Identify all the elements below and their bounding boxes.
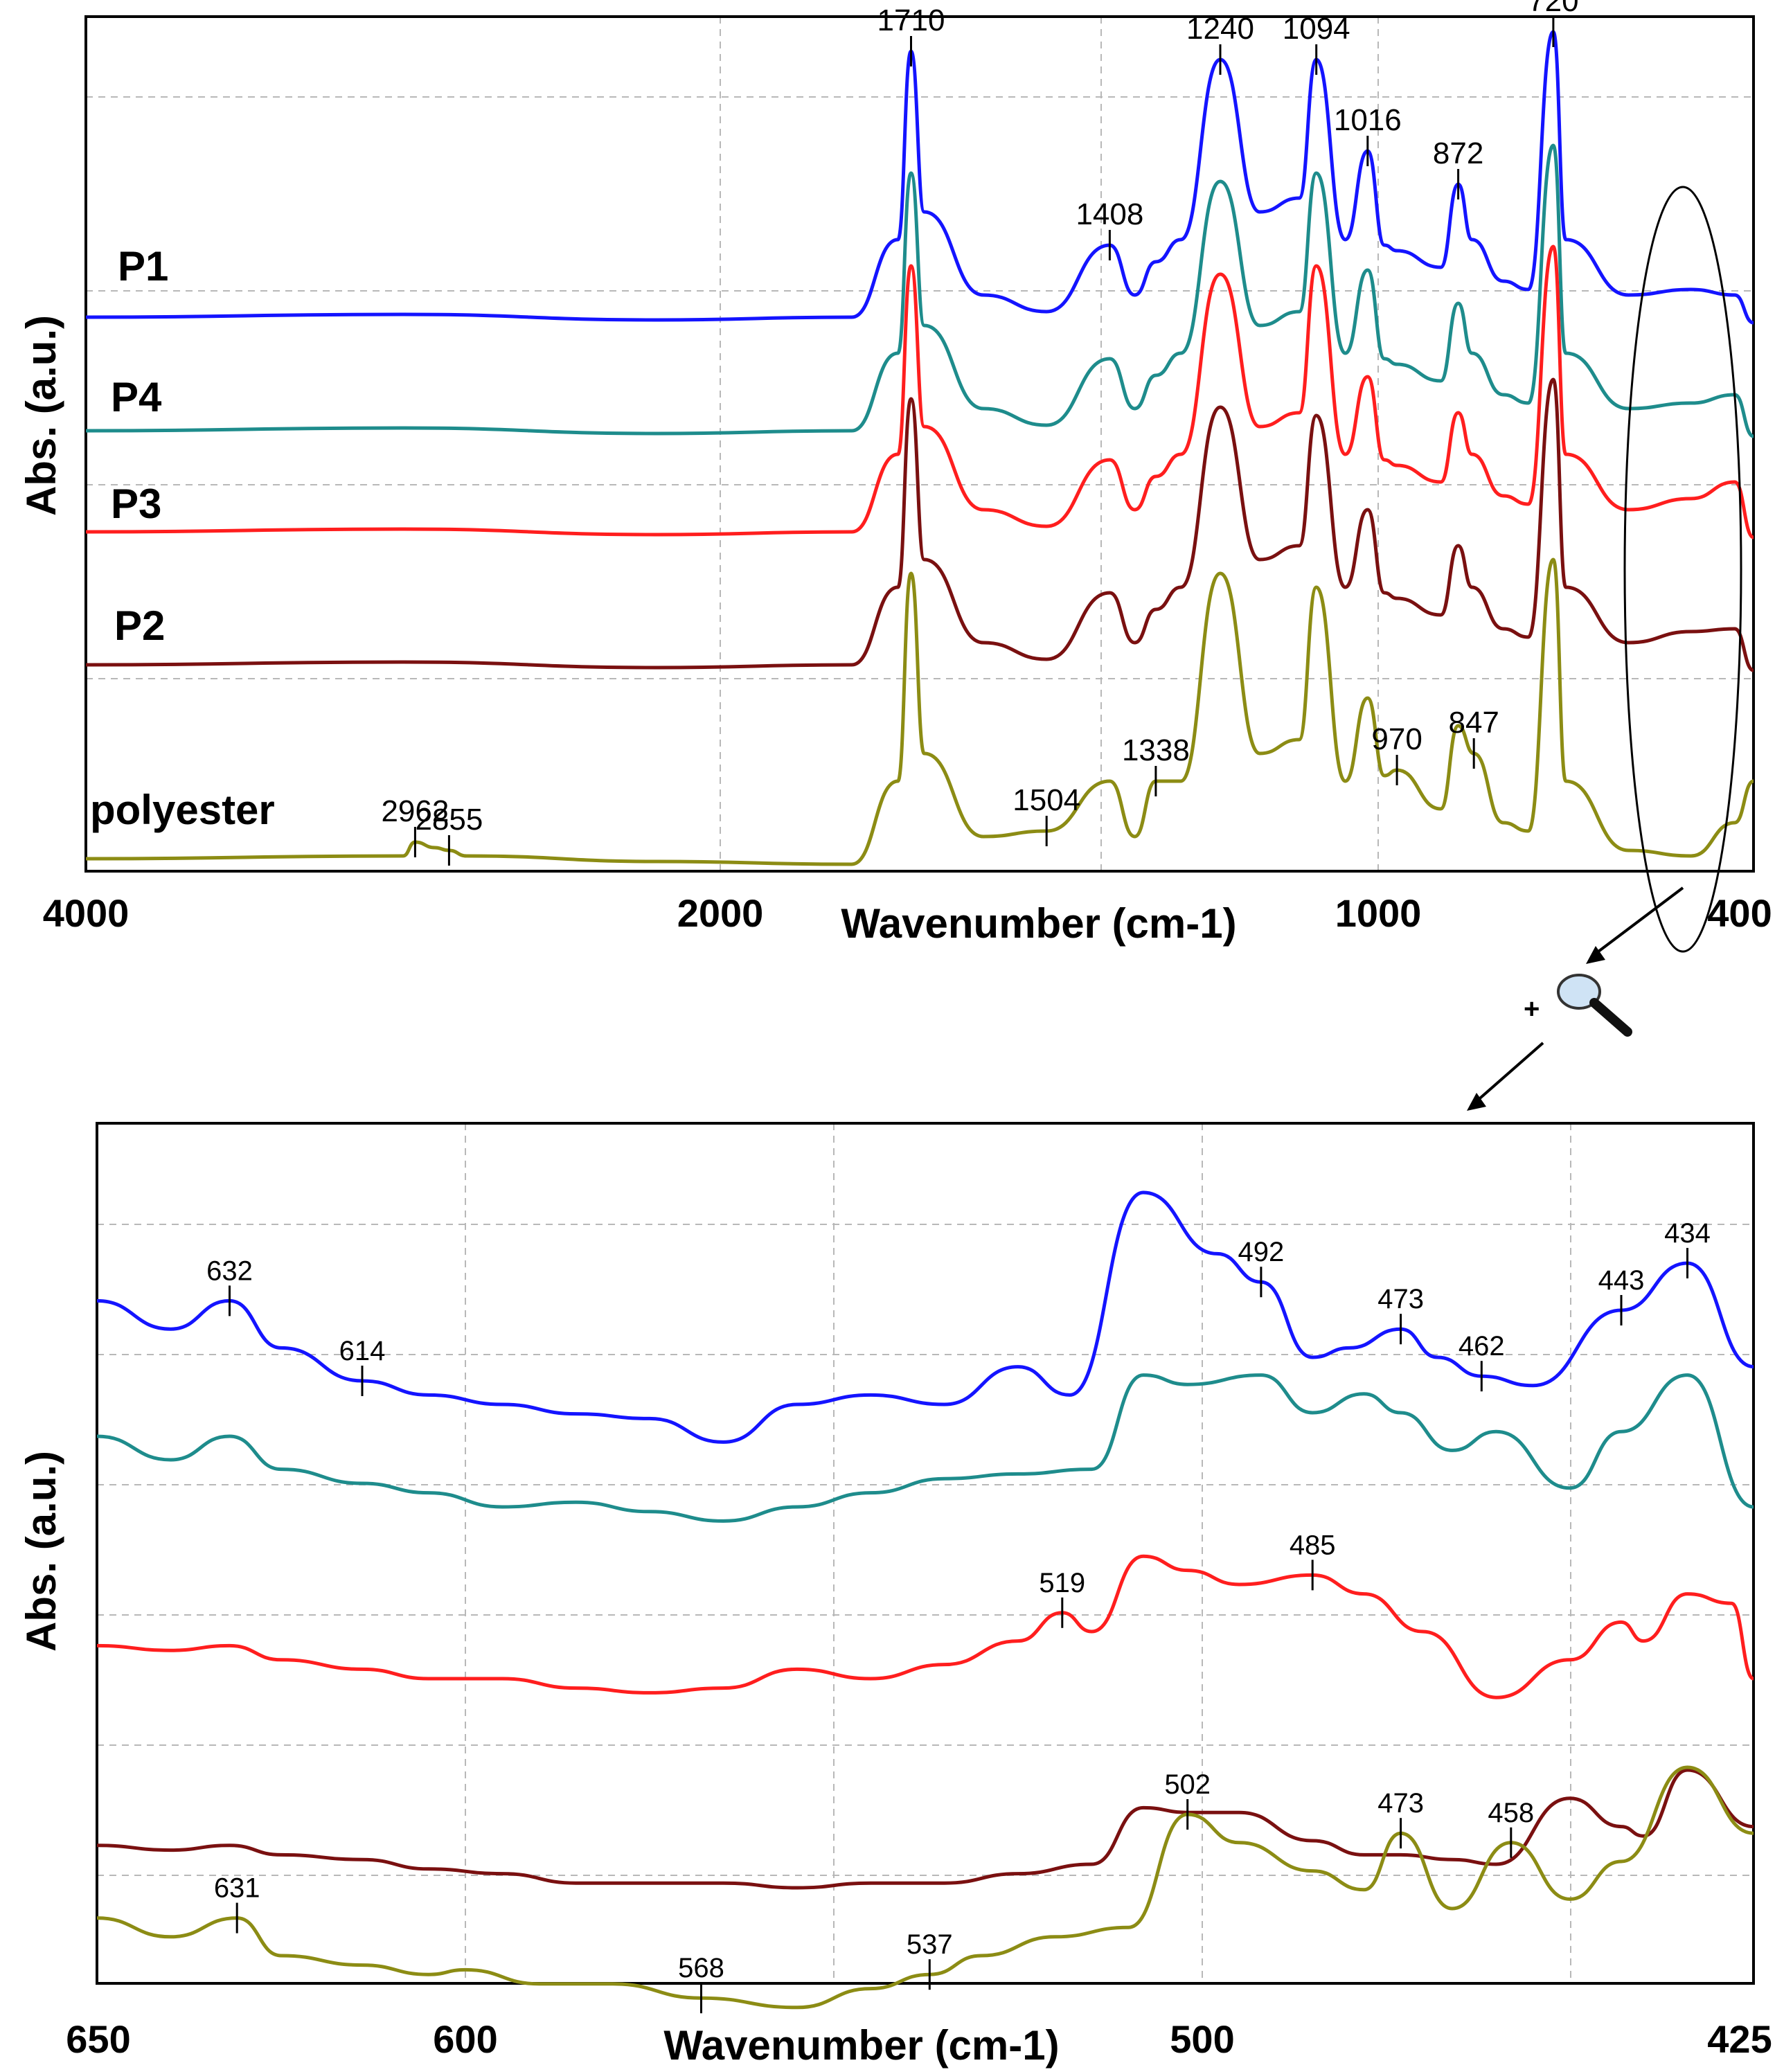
- peak-label: 970: [1371, 722, 1422, 756]
- peak-label: 537: [907, 1929, 953, 1960]
- peak-label: 1240: [1186, 12, 1254, 46]
- arrow-icon: [1591, 886, 1684, 957]
- arrow-icon: [1474, 1042, 1544, 1104]
- x-tick-label: 400: [1707, 891, 1772, 935]
- magnifier-annotation: +: [1467, 886, 1684, 1111]
- series-label-p2: P2: [114, 602, 165, 649]
- y-axis-title: Abs. (a.u.): [18, 1451, 64, 1652]
- series-label-polyester: polyester: [90, 787, 275, 833]
- y-axis-title: Abs. (a.u.): [18, 315, 64, 516]
- peak-label: 485: [1290, 1530, 1336, 1560]
- peak-label: 458: [1488, 1798, 1534, 1828]
- plot-frame: [84, 15, 1755, 873]
- series-label-p3: P3: [111, 481, 161, 527]
- peak-label: 434: [1664, 1218, 1711, 1249]
- peak-label: 2855: [415, 803, 483, 837]
- x-axis-title: Wavenumber (cm-1): [841, 900, 1236, 947]
- series-line-p3: [96, 1554, 1755, 1699]
- series-label-p1: P1: [118, 243, 168, 289]
- peak-label: 519: [1039, 1568, 1085, 1598]
- peak-label: 1504: [1013, 783, 1080, 817]
- peak-label: 847: [1448, 706, 1499, 740]
- zoom-spectrum-panel: 632 614 492 473 462 443 434 519 485 631 568 537 502 4…: [18, 1122, 1772, 2069]
- arrow-icon: [1467, 1093, 1486, 1111]
- x-tick-label: 600: [433, 2017, 497, 2061]
- peak-label: 473: [1377, 1284, 1424, 1314]
- peak-label: 632: [206, 1256, 253, 1286]
- arrow-icon: [1586, 946, 1605, 964]
- series-line-p1: [96, 1190, 1754, 1444]
- peak-label: 473: [1377, 1788, 1424, 1819]
- peak-label: 568: [678, 1953, 724, 1983]
- series-line-polyester: [96, 1765, 1754, 2010]
- series-line-p4: [96, 1373, 1754, 1523]
- plus-icon: +: [1524, 994, 1540, 1024]
- series-line-p2: [85, 377, 1755, 672]
- zoom-region-ellipse: [1623, 186, 1742, 953]
- peak-label: 872: [1433, 136, 1483, 170]
- peak-label: 614: [339, 1336, 386, 1366]
- peak-label: 2962: [381, 794, 449, 828]
- peak-label: 631: [214, 1873, 260, 1904]
- peak-label: 502: [1164, 1769, 1211, 1800]
- peak-label: 1408: [1076, 197, 1143, 231]
- series-line-p1: [85, 30, 1754, 325]
- x-tick-label: 650: [66, 2017, 130, 2061]
- x-tick-label: 2000: [677, 891, 764, 935]
- magnifier-icon: [1557, 974, 1632, 1037]
- series-label-p4: P4: [111, 374, 162, 420]
- peak-label: 720: [1528, 0, 1578, 18]
- x-axis-title: Wavenumber (cm-1): [663, 2022, 1059, 2069]
- peak-label: 492: [1238, 1237, 1285, 1267]
- x-tick-label: 4000: [43, 891, 130, 935]
- peak-label: 1016: [1334, 103, 1402, 137]
- series-line-p3: [85, 244, 1755, 539]
- x-tick-label: 425: [1707, 2017, 1772, 2061]
- peak-label: 443: [1598, 1265, 1645, 1296]
- peak-label: 1338: [1122, 733, 1190, 767]
- x-tick-label: 1000: [1335, 891, 1422, 935]
- peak-label: 1094: [1283, 12, 1350, 46]
- series-line-p4: [85, 143, 1755, 438]
- peak-label: 1710: [877, 3, 945, 37]
- plot-frame: [96, 1122, 1755, 1985]
- x-tick-label: 500: [1170, 2017, 1234, 2061]
- series-line-p2: [96, 1768, 1754, 1890]
- peak-label: 462: [1459, 1331, 1505, 1361]
- series-line-polyester: [85, 557, 1755, 866]
